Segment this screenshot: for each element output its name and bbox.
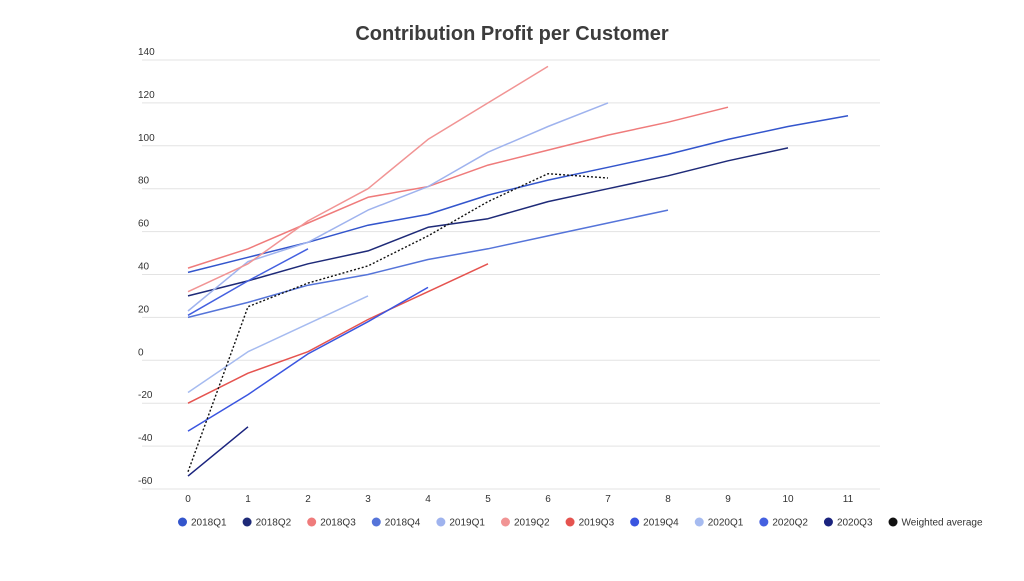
x-tick-label: 4 bbox=[425, 494, 431, 505]
series-line-2019q1 bbox=[187, 102, 609, 312]
legend-marker bbox=[307, 517, 317, 527]
x-tick-label: 1 bbox=[245, 494, 251, 505]
y-tick-label: 20 bbox=[138, 304, 150, 315]
y-tick-label: 100 bbox=[138, 133, 155, 144]
y-tick-label: 0 bbox=[138, 347, 144, 358]
legend-marker bbox=[823, 517, 833, 527]
legend-label: 2019Q4 bbox=[643, 518, 679, 529]
x-tick-label: 2 bbox=[305, 494, 311, 505]
series-line-2019q2 bbox=[187, 65, 549, 293]
legend-label: Weighted average bbox=[902, 518, 983, 529]
legend-marker bbox=[178, 517, 187, 527]
legend-marker bbox=[888, 517, 898, 527]
legend-label: 2020Q2 bbox=[772, 518, 808, 529]
legend: 2018Q1 2018Q2 2018Q3 2018Q4 2019Q1 2019Q2 2019… bbox=[178, 517, 983, 529]
legend-label: 2018Q2 bbox=[256, 518, 292, 529]
series-line-2020q1 bbox=[187, 295, 369, 394]
y-axis-ticks: 140 120 100 80 60 40 20 0 -20 -40 -60 bbox=[138, 47, 155, 487]
y-tick-label: -40 bbox=[138, 433, 153, 444]
legend-marker bbox=[565, 517, 575, 527]
series-line-2018q4 bbox=[187, 209, 669, 319]
x-tick-label: 5 bbox=[485, 494, 491, 505]
y-tick-label: 140 bbox=[138, 47, 155, 58]
legend-label: 2019Q3 bbox=[579, 518, 615, 529]
legend-marker bbox=[630, 517, 640, 527]
legend-label: 2020Q3 bbox=[837, 518, 873, 529]
x-tick-label: 3 bbox=[365, 494, 371, 505]
x-tick-label: 11 bbox=[843, 494, 854, 505]
y-tick-label: 60 bbox=[138, 219, 150, 230]
legend-label: 2018Q4 bbox=[385, 518, 421, 529]
x-axis-ticks: 0 1 2 3 4 5 6 7 8 9 10 11 bbox=[185, 494, 853, 505]
grid-lines bbox=[142, 59, 880, 490]
series-line-2018q2 bbox=[187, 147, 789, 297]
x-tick-label: 7 bbox=[605, 494, 611, 505]
x-tick-label: 6 bbox=[545, 494, 551, 505]
y-tick-label: -60 bbox=[138, 476, 153, 487]
chart-title: Contribution Profit per Customer bbox=[355, 23, 669, 45]
legend-label: 2019Q2 bbox=[514, 518, 550, 529]
legend-label: 2018Q1 bbox=[191, 518, 227, 529]
x-tick-label: 8 bbox=[665, 494, 671, 505]
legend-label: 2018Q3 bbox=[320, 518, 356, 529]
series-line-2020q3 bbox=[187, 426, 249, 477]
legend-marker bbox=[242, 517, 252, 527]
legend-marker bbox=[436, 517, 446, 527]
legend-label: 2019Q1 bbox=[449, 518, 485, 529]
y-tick-label: 120 bbox=[138, 90, 155, 101]
legend-label: 2020Q1 bbox=[708, 518, 744, 529]
legend-marker bbox=[759, 517, 769, 527]
series-lines bbox=[187, 65, 849, 477]
legend-marker bbox=[500, 517, 510, 527]
series-line-2019q4 bbox=[187, 286, 429, 432]
x-tick-label: 9 bbox=[725, 494, 731, 505]
y-tick-label: 40 bbox=[138, 262, 150, 273]
legend-marker bbox=[371, 517, 381, 527]
x-tick-label: 0 bbox=[185, 494, 191, 505]
series-line-2020q2 bbox=[187, 248, 309, 316]
series-line-2018q3 bbox=[187, 106, 729, 269]
series-line-2019q3 bbox=[187, 263, 489, 404]
y-tick-label: -20 bbox=[138, 390, 153, 401]
series-line-weighted-average bbox=[187, 172, 609, 473]
y-tick-label: 80 bbox=[138, 176, 150, 187]
x-tick-label: 10 bbox=[782, 494, 794, 505]
legend-marker bbox=[694, 517, 704, 527]
